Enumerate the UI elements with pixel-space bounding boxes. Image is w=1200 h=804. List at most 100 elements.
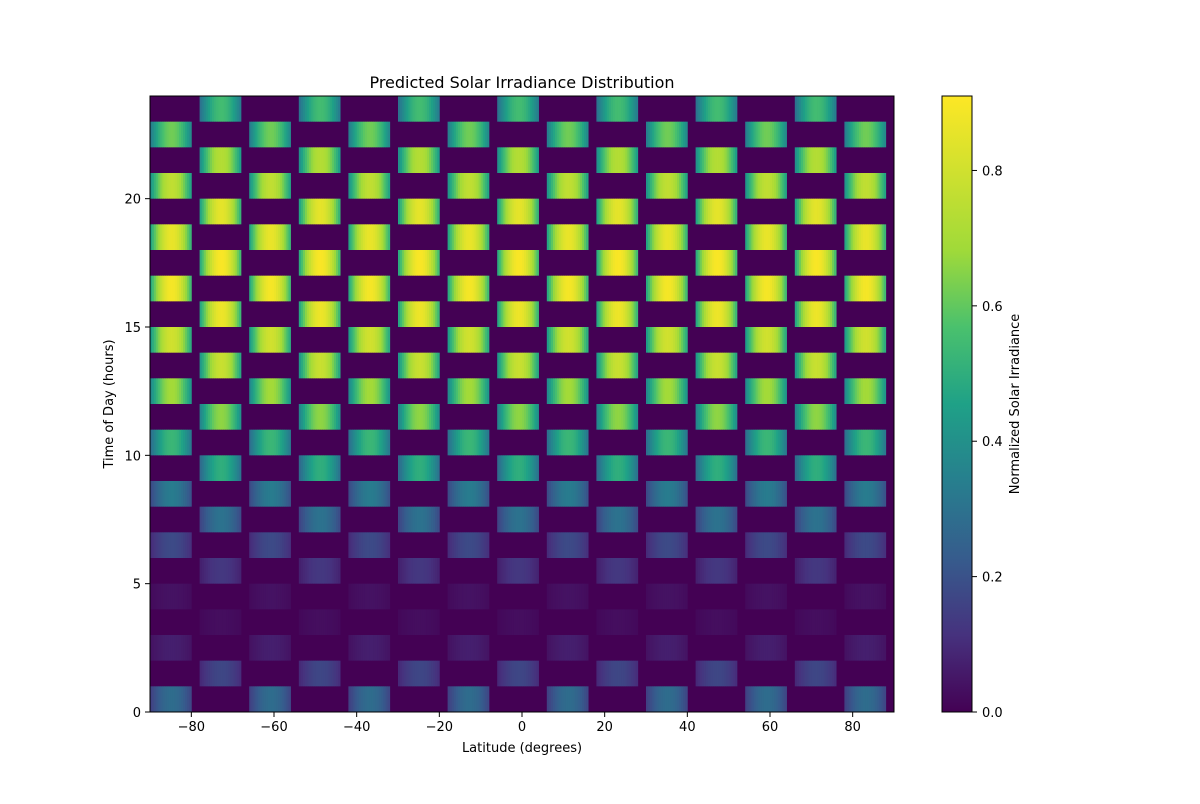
- heatmap-cell: [381, 532, 384, 558]
- heatmap-cell: [685, 532, 688, 558]
- heatmap-cell: [327, 147, 331, 173]
- heatmap-cell: [410, 301, 413, 327]
- heatmap-cell: [209, 301, 213, 327]
- heatmap-cell: [718, 301, 721, 327]
- heatmap-cell: [280, 635, 283, 661]
- heatmap-cell: [313, 147, 316, 173]
- heatmap-cell: [381, 275, 384, 302]
- heatmap-cell: [276, 224, 279, 250]
- heatmap-cell: [406, 558, 409, 584]
- heatmap-cell: [821, 506, 825, 533]
- heatmap-cell: [499, 198, 502, 225]
- heatmap-cell: [269, 686, 273, 712]
- heatmap-cell: [412, 301, 415, 327]
- heatmap-cell: [660, 224, 663, 250]
- heatmap-cell: [695, 352, 699, 379]
- heatmap-cell: [526, 198, 529, 225]
- heatmap-cell: [212, 660, 215, 687]
- heatmap-cell: [751, 378, 754, 404]
- heatmap-cell: [732, 506, 736, 533]
- heatmap-cell: [338, 506, 341, 533]
- heatmap-cell: [683, 532, 686, 558]
- heatmap-cell: [807, 506, 810, 533]
- heatmap-cell: [201, 558, 205, 584]
- heatmap-cell: [662, 583, 665, 610]
- heatmap-cell: [162, 173, 165, 199]
- heatmap-cell: [530, 558, 533, 584]
- heatmap-cell: [185, 173, 188, 199]
- heatmap-cell: [571, 635, 575, 661]
- heatmap-cell: [276, 481, 279, 507]
- heatmap-cell: [174, 583, 178, 610]
- heatmap-cell: [261, 327, 265, 353]
- heatmap-cell: [863, 429, 866, 456]
- heatmap-cell: [333, 609, 337, 635]
- heatmap-cell: [300, 301, 304, 327]
- heatmap-cell: [650, 635, 653, 661]
- heatmap-cell: [433, 147, 436, 173]
- heatmap-cell: [780, 635, 783, 661]
- heatmap-cell: [234, 352, 238, 379]
- heatmap-cell: [185, 686, 188, 712]
- heatmap-cell: [282, 224, 285, 250]
- heatmap-cell: [534, 455, 537, 481]
- heatmap-cell: [476, 532, 479, 558]
- heatmap-cell: [557, 686, 560, 712]
- heatmap-cell: [561, 224, 564, 250]
- heatmap-cell: [759, 532, 763, 558]
- heatmap-cell: [550, 275, 554, 302]
- heatmap-cell: [519, 352, 523, 379]
- heatmap-cell: [261, 532, 265, 558]
- heatmap-cell: [666, 481, 670, 507]
- heatmap-cell: [176, 327, 180, 353]
- heatmap-cell: [683, 224, 686, 250]
- heatmap-cell: [400, 301, 403, 327]
- heatmap-cell: [879, 121, 882, 148]
- heatmap-cell: [829, 558, 833, 584]
- heatmap-cell: [404, 609, 407, 635]
- heatmap-cell: [472, 327, 475, 353]
- heatmap-cell: [664, 224, 668, 250]
- heatmap-cell: [383, 121, 386, 148]
- heatmap-cell: [517, 660, 521, 687]
- heatmap-cell: [670, 686, 674, 712]
- heatmap-cell: [761, 173, 765, 199]
- heatmap-cell: [720, 352, 723, 379]
- heatmap-cell: [867, 378, 870, 404]
- heatmap-cell: [263, 686, 267, 712]
- heatmap-cell: [453, 121, 457, 148]
- heatmap-cell: [856, 481, 860, 507]
- heatmap-cell: [205, 660, 209, 687]
- heatmap-cell: [480, 429, 484, 456]
- heatmap-cell: [703, 455, 707, 481]
- heatmap-cell: [311, 250, 314, 276]
- heatmap-cell: [152, 481, 155, 507]
- heatmap-cell: [858, 532, 862, 558]
- heatmap-cell: [400, 660, 403, 687]
- heatmap-cell: [646, 686, 649, 712]
- heatmap-cell: [672, 327, 676, 353]
- heatmap-cell: [354, 275, 358, 302]
- heatmap-cell: [683, 378, 686, 404]
- heatmap-cell: [679, 173, 682, 199]
- heatmap-cell: [778, 686, 781, 712]
- heatmap-cell: [187, 275, 190, 302]
- heatmap-cell: [214, 506, 217, 533]
- heatmap-cell: [189, 635, 192, 661]
- heatmap-cell: [267, 275, 271, 302]
- heatmap-cell: [577, 327, 581, 353]
- heatmap-cell: [327, 250, 331, 276]
- heatmap-cell: [860, 378, 864, 404]
- heatmap-cell: [734, 609, 738, 635]
- heatmap-cell: [668, 327, 672, 353]
- heatmap-cell: [218, 609, 221, 635]
- heatmap-cell: [307, 96, 310, 122]
- heatmap-cell: [350, 378, 353, 404]
- heatmap-cell: [871, 275, 874, 302]
- heatmap-cell: [309, 250, 312, 276]
- heatmap-cell: [536, 455, 539, 481]
- heatmap-cell: [815, 660, 818, 687]
- heatmap-cell: [619, 404, 622, 430]
- heatmap-cell: [724, 455, 727, 481]
- heatmap-cell: [834, 352, 837, 379]
